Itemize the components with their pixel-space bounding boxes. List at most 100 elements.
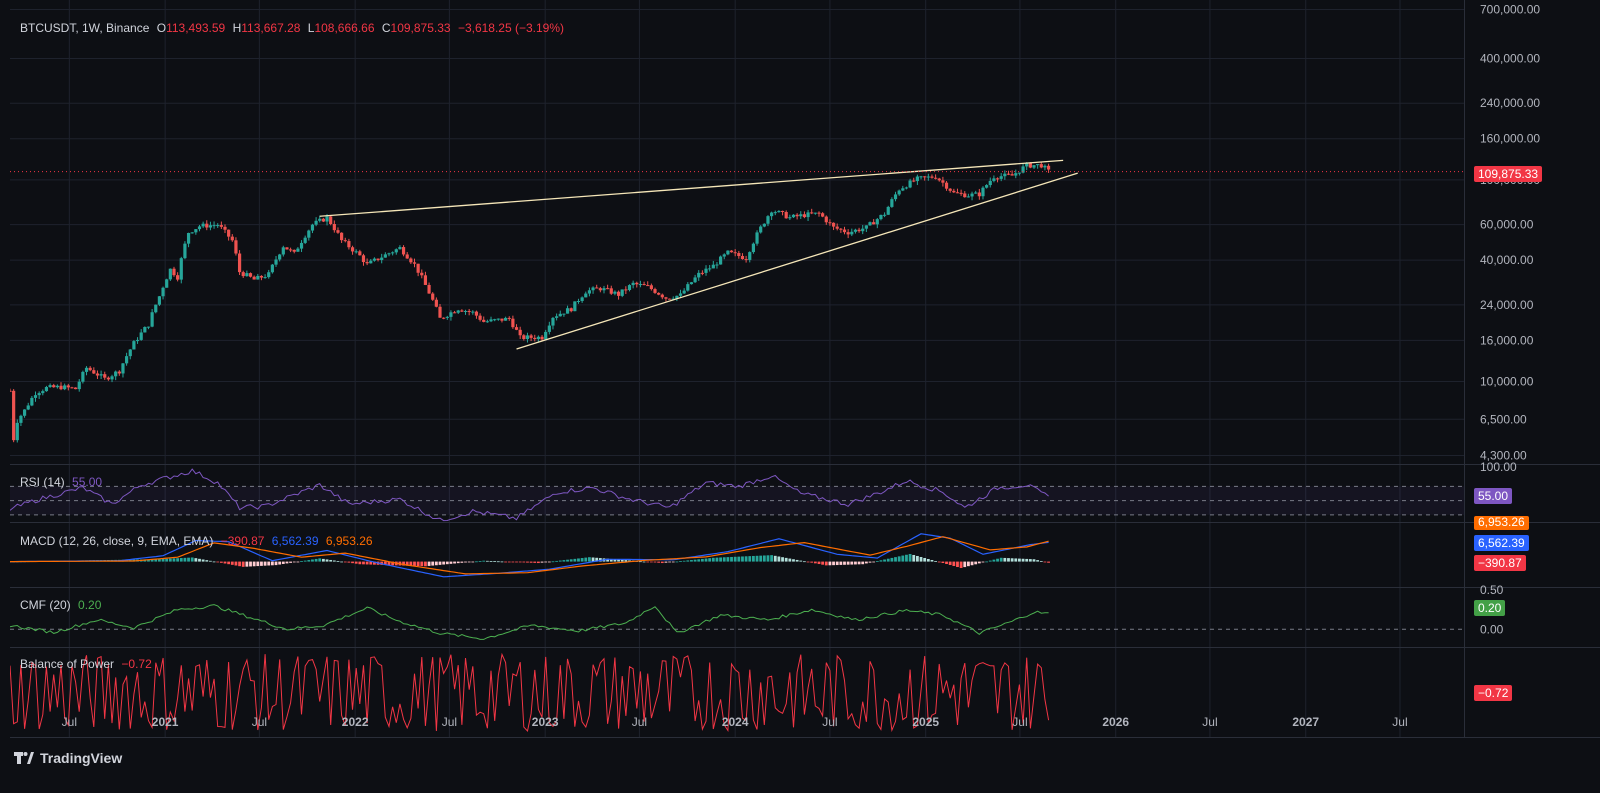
macd-signal-tag: 6,953.26 xyxy=(1474,516,1529,530)
macd-histogram-bar xyxy=(803,561,806,563)
chart-canvas[interactable]: 100.00 0.50 0.00 0.00 700,000.00 400,000.0… xyxy=(10,0,1600,793)
candle-body xyxy=(245,273,249,277)
macd-histogram-bar xyxy=(336,561,340,562)
candle-body xyxy=(168,268,172,280)
candle-body xyxy=(208,225,213,228)
macd-histogram-bar xyxy=(270,561,274,566)
macd-histogram-bar xyxy=(843,561,846,565)
candle-body xyxy=(471,311,475,313)
macd-histogram-bar xyxy=(205,560,209,562)
candle-body xyxy=(923,176,927,178)
candle-body xyxy=(835,226,839,229)
close-value: 109,875.33 xyxy=(390,21,451,35)
macd-legend[interactable]: MACD (12, 26, close, 9, EMA, EMA) −390.8… xyxy=(20,534,377,548)
candle-body xyxy=(529,335,533,338)
macd-histogram-bar xyxy=(781,557,784,562)
macd-histogram-bar xyxy=(405,561,409,566)
cmf-legend[interactable]: CMF (20) 0.20 xyxy=(20,598,105,612)
macd-histogram-bar xyxy=(795,559,799,562)
candle-body xyxy=(234,240,238,254)
macd-histogram-bar xyxy=(303,560,307,562)
candle-body xyxy=(780,210,785,212)
macd-histogram-bar xyxy=(573,558,577,562)
candle-body xyxy=(84,367,89,372)
macd-histogram-bar xyxy=(187,557,190,562)
time-axis-tick: 2021 xyxy=(152,715,179,729)
macd-histogram-bar xyxy=(158,559,161,562)
macd-histogram-bar xyxy=(260,561,263,566)
candle-body xyxy=(387,253,391,255)
macd-histogram-bar xyxy=(766,555,770,562)
macd-histogram-bar xyxy=(285,561,289,564)
macd-line xyxy=(10,533,1049,578)
macd-histogram-bar xyxy=(424,561,427,567)
candle-body xyxy=(624,289,628,291)
candle-body xyxy=(573,301,577,312)
macd-histogram-bar xyxy=(810,561,814,563)
candle-body xyxy=(952,190,956,193)
candle-body xyxy=(555,316,559,318)
candle-body xyxy=(325,216,329,222)
macd-histogram-bar xyxy=(846,561,850,565)
price-axis-tick: 700,000.00 xyxy=(1480,2,1540,16)
candle-body xyxy=(598,288,602,291)
candle-body xyxy=(872,222,876,225)
macd-histogram-bar xyxy=(737,556,741,562)
macd-histogram-bar xyxy=(558,560,562,562)
candle-body xyxy=(92,370,96,374)
bop-legend[interactable]: Balance of Power −0.72 xyxy=(20,657,156,671)
macd-histogram-tag: −390.87 xyxy=(1474,555,1526,571)
time-axis-tick: 2027 xyxy=(1292,715,1319,729)
candle-body xyxy=(114,371,118,377)
symbol-legend[interactable]: BTCUSDT, 1W, Binance O113,493.59 H113,66… xyxy=(20,21,568,35)
macd-histogram-bar xyxy=(209,560,212,562)
macd-histogram-bar xyxy=(504,561,507,563)
cmf-name: CMF (20) xyxy=(20,598,71,612)
candle-body xyxy=(500,318,504,321)
candle-body xyxy=(496,318,500,320)
candle-body xyxy=(205,223,209,228)
macd-histogram-bar xyxy=(620,559,624,562)
candle-body xyxy=(649,285,653,290)
macd-histogram-bar xyxy=(711,557,715,562)
candle-body xyxy=(551,317,555,326)
macd-histogram-bar xyxy=(751,555,755,562)
candle-body xyxy=(544,331,548,340)
macd-histogram-bar xyxy=(183,557,187,562)
macd-histogram-bar xyxy=(799,560,803,562)
macd-histogram-bar xyxy=(624,560,628,562)
macd-histogram-bar xyxy=(919,556,923,562)
candle-body xyxy=(12,390,16,441)
candle-body xyxy=(791,214,796,218)
candle-body xyxy=(420,272,424,276)
macd-histogram-bar xyxy=(161,558,165,562)
macd-histogram-bar xyxy=(606,558,610,562)
candle-body xyxy=(503,317,508,321)
macd-histogram-bar xyxy=(340,561,344,563)
macd-histogram-bar xyxy=(321,558,325,562)
candle-body xyxy=(1010,174,1014,176)
macd-histogram-bar xyxy=(671,561,675,563)
candle-body xyxy=(252,276,256,280)
candle-body xyxy=(405,254,409,259)
macd-histogram-bar xyxy=(369,561,373,565)
rsi-legend[interactable]: RSI (14) 55.00 xyxy=(20,475,106,489)
candle-body xyxy=(795,214,799,217)
candle-body xyxy=(278,254,282,260)
candle-body xyxy=(675,295,679,299)
candle-body xyxy=(540,336,544,340)
candle-body xyxy=(401,247,406,255)
macd-histogram-bar xyxy=(704,558,708,562)
candle-body xyxy=(919,176,923,178)
candle-body xyxy=(562,313,566,315)
candle-body xyxy=(853,229,858,232)
macd-histogram-bar xyxy=(551,561,555,563)
candle-body xyxy=(143,327,147,333)
candle-body xyxy=(678,293,683,296)
candle-body xyxy=(788,217,792,219)
macd-histogram-bar xyxy=(894,557,897,562)
macd-histogram-bar xyxy=(150,559,154,562)
candle-body xyxy=(318,218,322,221)
footer-brand[interactable]: TradingView xyxy=(14,749,122,767)
macd-histogram-bar xyxy=(649,561,653,563)
